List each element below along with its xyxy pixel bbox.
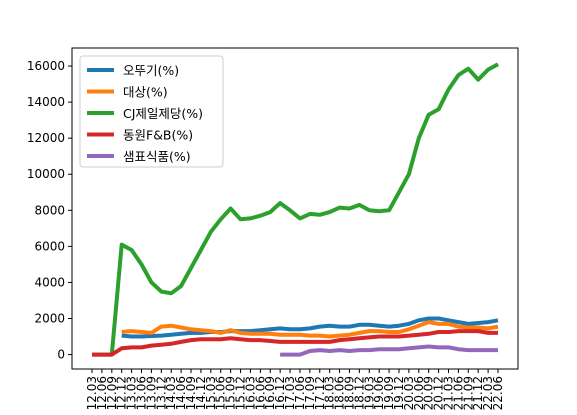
x-tick-label: 20.06 (412, 376, 426, 410)
x-tick-label: 14.06 (174, 376, 188, 410)
series-line (280, 344, 498, 357)
x-tick-label: 19.12 (392, 376, 406, 410)
x-tick-label: 21.03 (441, 376, 455, 410)
x-tick-label: 13.09 (144, 376, 158, 410)
series-line (92, 329, 498, 357)
x-tick-label: 16.09 (263, 376, 277, 410)
x-tick-label: 21.09 (461, 376, 475, 410)
x-tick-label: 15.12 (234, 376, 248, 410)
legend: 오뚜기(%) 대상(%) CJ제일제당(%) 동원F&B(%) 샘표식품(%) (79, 55, 224, 168)
x-tick-label: 12.03 (85, 376, 99, 410)
x-tick-label: 20.12 (432, 376, 446, 410)
x-tick-label: 21.12 (471, 376, 485, 410)
x-tick-label: 19.03 (362, 376, 376, 410)
x-tick-label: 19.09 (382, 376, 396, 410)
legend-label: 동원F&B(%) (123, 128, 193, 143)
x-tick-label: 14.09 (184, 376, 198, 410)
x-tick-label: 17.09 (303, 376, 317, 410)
x-tick-label: 17.12 (313, 376, 327, 410)
x-tick-label: 16.06 (253, 376, 267, 410)
x-tick-label: 22.06 (491, 376, 505, 410)
y-tick-label: 10000 (27, 167, 65, 181)
series-lines (92, 62, 499, 357)
series-line (121, 316, 499, 339)
x-tick-label: 13.03 (125, 376, 139, 410)
y-tick-label: 16000 (27, 59, 65, 73)
y-axis: 0 2000 4000 6000 8000 10000 12000 14000 16000 (27, 59, 72, 362)
y-tick-label: 8000 (34, 203, 65, 217)
legend-label: 대상(%) (123, 85, 168, 100)
series-line (121, 320, 499, 339)
y-tick-label: 4000 (34, 275, 65, 289)
x-tick-label: 16.12 (273, 376, 287, 410)
legend-box (79, 55, 224, 168)
x-tick-label: 12.09 (105, 376, 119, 410)
y-tick-label: 14000 (27, 95, 65, 109)
legend-label: 오뚜기(%) (123, 63, 179, 78)
legend-label: 샘표식품(%) (123, 149, 191, 164)
x-tick-label: 15.09 (224, 376, 238, 410)
y-tick-label: 0 (57, 348, 65, 362)
x-tick-label: 14.03 (164, 376, 178, 410)
x-tick-label: 18.12 (352, 376, 366, 410)
x-tick-label: 13.06 (135, 376, 149, 410)
x-tick-label: 13.12 (154, 376, 168, 410)
x-tick-label: 15.06 (214, 376, 228, 410)
y-tick-label: 2000 (34, 312, 65, 326)
x-tick-label: 21.06 (451, 376, 465, 410)
x-tick-label: 20.03 (402, 376, 416, 410)
x-axis: 12.0312.0612.0912.1213.0313.0613.0913.12… (85, 369, 505, 410)
x-tick-label: 17.06 (293, 376, 307, 410)
x-tick-label: 12.06 (95, 376, 109, 410)
x-tick-label: 18.06 (333, 376, 347, 410)
x-tick-label: 20.09 (422, 376, 436, 410)
x-tick-label: 12.12 (115, 376, 129, 410)
y-tick-label: 12000 (27, 131, 65, 145)
x-tick-label: 19.06 (372, 376, 386, 410)
y-tick-label: 6000 (34, 239, 65, 253)
legend-label: CJ제일제당(%) (123, 106, 203, 121)
x-tick-label: 17.03 (283, 376, 297, 410)
x-tick-label: 18.03 (323, 376, 337, 410)
series-line (92, 62, 499, 357)
x-tick-label: 15.03 (204, 376, 218, 410)
x-tick-label: 22.03 (481, 376, 495, 410)
x-tick-label: 14.12 (194, 376, 208, 410)
x-tick-label: 16.03 (243, 376, 257, 410)
x-tick-label: 18.09 (342, 376, 356, 410)
